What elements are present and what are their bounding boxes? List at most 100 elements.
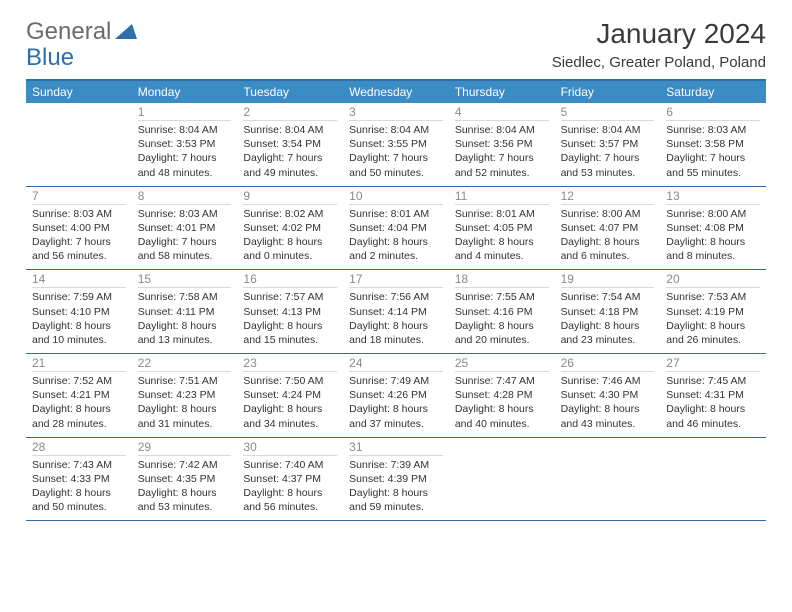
sunrise-text: Sunrise: 7:54 AM (561, 290, 655, 304)
day-cell: 4Sunrise: 8:04 AMSunset: 3:56 PMDaylight… (449, 103, 555, 186)
day-info: Sunrise: 7:53 AMSunset: 4:19 PMDaylight:… (666, 290, 760, 347)
day-cell: 14Sunrise: 7:59 AMSunset: 4:10 PMDayligh… (26, 270, 132, 353)
sunrise-text: Sunrise: 8:03 AM (32, 207, 126, 221)
sunrise-text: Sunrise: 7:42 AM (138, 458, 232, 472)
day-number: 12 (561, 189, 655, 205)
month-title: January 2024 (552, 18, 766, 50)
day-info: Sunrise: 7:52 AMSunset: 4:21 PMDaylight:… (32, 374, 126, 431)
day-info: Sunrise: 7:42 AMSunset: 4:35 PMDaylight:… (138, 458, 232, 515)
sunrise-text: Sunrise: 8:04 AM (243, 123, 337, 137)
day-info: Sunrise: 7:43 AMSunset: 4:33 PMDaylight:… (32, 458, 126, 515)
day-cell: 3 Sunrise: 8:04 AMSunset: 3:55 PMDaylight… (343, 103, 449, 186)
dow-friday: Friday (555, 81, 661, 103)
day-cell: 17Sunrise: 7:56 AMSunset: 4:14 PMDayligh… (343, 270, 449, 353)
day-cell: 7Sunrise: 8:03 AMSunset: 4:00 PMDaylight… (26, 187, 132, 270)
day-number: 2 (243, 105, 337, 121)
sunrise-text: Sunrise: 7:40 AM (243, 458, 337, 472)
day-cell: . (449, 438, 555, 521)
day-cell: 27Sunrise: 7:45 AMSunset: 4:31 PMDayligh… (660, 354, 766, 437)
sunrise-text: Sunrise: 8:03 AM (138, 207, 232, 221)
sunrise-text: Sunrise: 7:59 AM (32, 290, 126, 304)
sunset-text: Sunset: 4:02 PM (243, 221, 337, 235)
sunset-text: Sunset: 4:35 PM (138, 472, 232, 486)
sunrise-text: Sunrise: 7:47 AM (455, 374, 549, 388)
calendar: Sunday Monday Tuesday Wednesday Thursday… (26, 79, 766, 521)
sunrise-text: Sunrise: 7:52 AM (32, 374, 126, 388)
daylight-text: Daylight: 8 hours and 2 minutes. (349, 235, 443, 263)
day-info: Sunrise: 8:04 AMSunset: 3:57 PMDaylight:… (561, 123, 655, 180)
logo-blue-wrap: Blue (26, 44, 74, 72)
daylight-text: Daylight: 7 hours and 49 minutes. (243, 151, 337, 179)
sunrise-text: Sunrise: 8:04 AM (349, 123, 443, 137)
day-cell: 23Sunrise: 7:50 AMSunset: 4:24 PMDayligh… (237, 354, 343, 437)
day-number: 4 (455, 105, 549, 121)
week-row: .1Sunrise: 8:04 AMSunset: 3:53 PMDayligh… (26, 103, 766, 187)
day-info: Sunrise: 7:47 AMSunset: 4:28 PMDaylight:… (455, 374, 549, 431)
day-info: Sunrise: 7:56 AMSunset: 4:14 PMDaylight:… (349, 290, 443, 347)
day-info: Sunrise: 8:01 AMSunset: 4:05 PMDaylight:… (455, 207, 549, 264)
day-cell: 26Sunrise: 7:46 AMSunset: 4:30 PMDayligh… (555, 354, 661, 437)
sunrise-text: Sunrise: 8:00 AM (561, 207, 655, 221)
daylight-text: Daylight: 8 hours and 56 minutes. (243, 486, 337, 514)
day-info: Sunrise: 8:03 AMSunset: 4:00 PMDaylight:… (32, 207, 126, 264)
day-number: 9 (243, 189, 337, 205)
day-info: Sunrise: 7:40 AMSunset: 4:37 PMDaylight:… (243, 458, 337, 515)
sunset-text: Sunset: 4:08 PM (666, 221, 760, 235)
sunset-text: Sunset: 4:16 PM (455, 305, 549, 319)
day-cell: 15Sunrise: 7:58 AMSunset: 4:11 PMDayligh… (132, 270, 238, 353)
day-info: Sunrise: 8:04 AMSunset: 3:55 PMDaylight:… (349, 123, 443, 180)
sunset-text: Sunset: 4:26 PM (349, 388, 443, 402)
day-cell: 5Sunrise: 8:04 AMSunset: 3:57 PMDaylight… (555, 103, 661, 186)
sunrise-text: Sunrise: 7:56 AM (349, 290, 443, 304)
sunset-text: Sunset: 4:28 PM (455, 388, 549, 402)
sunrise-text: Sunrise: 8:04 AM (561, 123, 655, 137)
sunset-text: Sunset: 4:11 PM (138, 305, 232, 319)
sunrise-text: Sunrise: 7:45 AM (666, 374, 760, 388)
day-cell: 29Sunrise: 7:42 AMSunset: 4:35 PMDayligh… (132, 438, 238, 521)
sunrise-text: Sunrise: 7:58 AM (138, 290, 232, 304)
day-info: Sunrise: 8:02 AMSunset: 4:02 PMDaylight:… (243, 207, 337, 264)
day-cell: 13Sunrise: 8:00 AMSunset: 4:08 PMDayligh… (660, 187, 766, 270)
week-row: 7Sunrise: 8:03 AMSunset: 4:00 PMDaylight… (26, 187, 766, 271)
daylight-text: Daylight: 8 hours and 18 minutes. (349, 319, 443, 347)
sunset-text: Sunset: 4:13 PM (243, 305, 337, 319)
day-cell: 30 Sunrise: 7:40 AMSunset: 4:37 PMDayligh… (237, 438, 343, 521)
day-info: Sunrise: 7:39 AMSunset: 4:39 PMDaylight:… (349, 458, 443, 515)
daylight-text: Daylight: 8 hours and 59 minutes. (349, 486, 443, 514)
day-cell: 8Sunrise: 8:03 AMSunset: 4:01 PMDaylight… (132, 187, 238, 270)
day-info: Sunrise: 8:04 AMSunset: 3:54 PMDaylight:… (243, 123, 337, 180)
day-number: 27 (666, 356, 760, 372)
sunset-text: Sunset: 3:58 PM (666, 137, 760, 151)
day-cell: 10Sunrise: 8:01 AMSunset: 4:04 PMDayligh… (343, 187, 449, 270)
sunset-text: Sunset: 4:05 PM (455, 221, 549, 235)
day-number: 3 (349, 105, 443, 121)
daylight-text: Daylight: 8 hours and 10 minutes. (32, 319, 126, 347)
day-info: Sunrise: 7:49 AMSunset: 4:26 PMDaylight:… (349, 374, 443, 431)
day-number: 14 (32, 272, 126, 288)
week-row: 14Sunrise: 7:59 AMSunset: 4:10 PMDayligh… (26, 270, 766, 354)
day-number: 10 (349, 189, 443, 205)
day-info: Sunrise: 8:00 AMSunset: 4:07 PMDaylight:… (561, 207, 655, 264)
day-info: Sunrise: 8:00 AMSunset: 4:08 PMDaylight:… (666, 207, 760, 264)
weeks-container: .1Sunrise: 8:04 AMSunset: 3:53 PMDayligh… (26, 103, 766, 521)
day-number: 28 (32, 440, 126, 456)
day-cell: 20 Sunrise: 7:53 AMSunset: 4:19 PMDayligh… (660, 270, 766, 353)
sunset-text: Sunset: 3:55 PM (349, 137, 443, 151)
day-cell: 12 Sunrise: 8:00 AMSunset: 4:07 PMDayligh… (555, 187, 661, 270)
sunrise-text: Sunrise: 7:57 AM (243, 290, 337, 304)
sunrise-text: Sunrise: 8:01 AM (455, 207, 549, 221)
daylight-text: Daylight: 7 hours and 52 minutes. (455, 151, 549, 179)
sunset-text: Sunset: 4:23 PM (138, 388, 232, 402)
logo: General (26, 18, 139, 46)
day-number: 18 (455, 272, 549, 288)
day-number: 19 (561, 272, 655, 288)
sunset-text: Sunset: 3:57 PM (561, 137, 655, 151)
day-number: 20 (666, 272, 760, 288)
day-cell: 18Sunrise: 7:55 AMSunset: 4:16 PMDayligh… (449, 270, 555, 353)
day-number: 21 (32, 356, 126, 372)
daylight-text: Daylight: 8 hours and 50 minutes. (32, 486, 126, 514)
sunrise-text: Sunrise: 8:04 AM (138, 123, 232, 137)
day-cell: 6Sunrise: 8:03 AMSunset: 3:58 PMDaylight… (660, 103, 766, 186)
daylight-text: Daylight: 8 hours and 15 minutes. (243, 319, 337, 347)
day-number: 30 (243, 440, 337, 456)
